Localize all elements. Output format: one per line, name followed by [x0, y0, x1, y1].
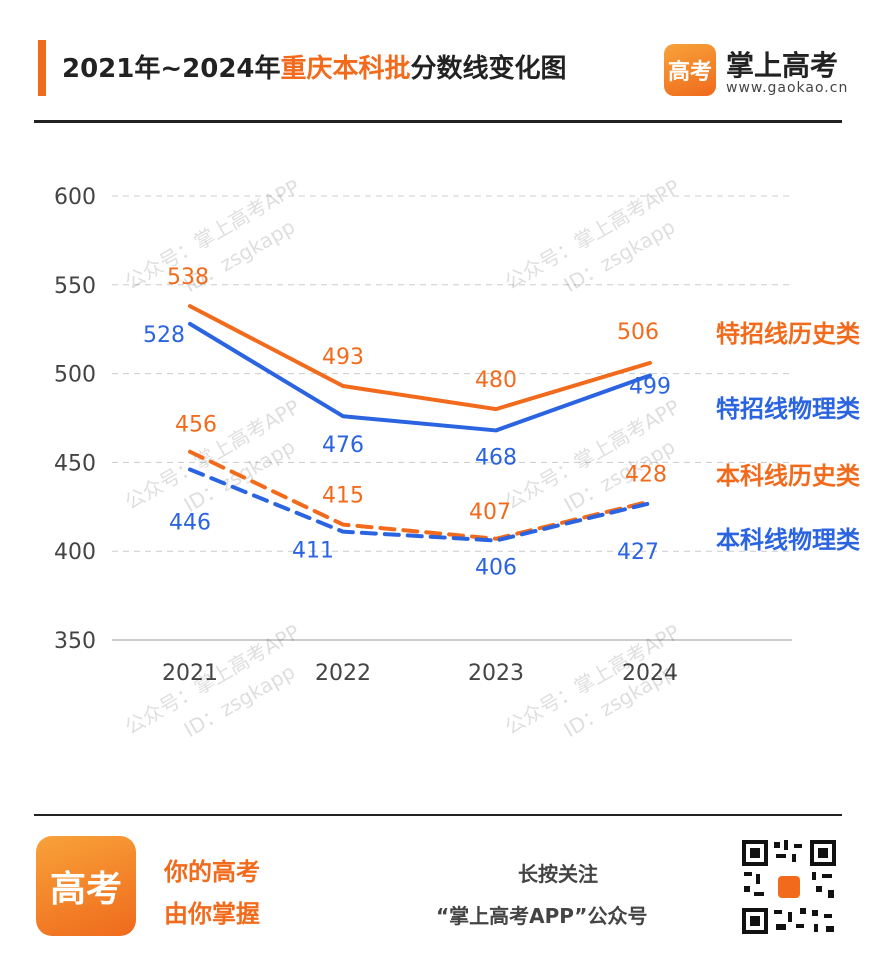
x-tick-label: 2022 — [315, 661, 371, 686]
legend-label: 特招线物理类 — [716, 395, 861, 423]
series-line-3 — [188, 467, 652, 543]
data-label: 415 — [322, 484, 364, 509]
y-tick-label: 550 — [54, 274, 96, 299]
data-label: 528 — [143, 323, 185, 348]
data-label: 493 — [322, 345, 364, 370]
data-label: 446 — [169, 511, 211, 536]
data-label: 480 — [475, 368, 517, 393]
title-prefix: 2021年~2024年 — [62, 54, 281, 84]
y-tick-label: 500 — [54, 363, 96, 388]
line-chart: 350 400 450 500 550 600 2021 2022 2023 2024 公众号：掌… — [54, 175, 861, 742]
footer-divider — [34, 814, 842, 816]
series-layer — [188, 304, 652, 543]
page-title: 2021年~2024年重庆本科批分数线变化图 — [62, 48, 567, 85]
y-tick-label: 600 — [54, 185, 96, 210]
data-label: 506 — [617, 320, 659, 345]
legend-label: 本科线物理类 — [716, 526, 861, 554]
data-label: 428 — [625, 462, 667, 487]
title-accent-bar — [38, 40, 46, 96]
x-tick-label: 2024 — [622, 661, 678, 686]
y-tick-label: 450 — [54, 451, 96, 476]
gaokao-logo-icon: 高考 — [664, 44, 716, 96]
gaokao-app-logo-icon[interactable]: 高考 — [36, 836, 136, 936]
y-tick-label: 400 — [54, 540, 96, 565]
legend-label: 本科线历史类 — [716, 462, 861, 490]
x-tick-label: 2023 — [468, 661, 524, 686]
slogan-line-2: 由你掌握 — [164, 900, 260, 928]
qr-code-icon[interactable] — [740, 838, 838, 936]
header-divider — [34, 120, 842, 123]
data-label: 427 — [617, 540, 659, 565]
data-label: 476 — [322, 433, 364, 458]
data-label: 456 — [175, 413, 217, 438]
follow-account: “掌上高考APP”公众号 — [436, 904, 648, 928]
y-tick-label: 350 — [54, 629, 96, 654]
slogan-line-1: 你的高考 — [164, 858, 260, 886]
data-label: 499 — [629, 374, 671, 399]
legend-label: 特招线历史类 — [716, 320, 861, 348]
series-line-1 — [188, 321, 652, 433]
x-tick-label: 2021 — [162, 661, 218, 686]
grid-layer: 350 400 450 500 550 600 2021 2022 2023 2024 — [54, 185, 792, 686]
labels-layer: 538 493 480 506 528 476 468 499 456 415 407 428 446 4… — [143, 265, 861, 580]
data-label: 406 — [475, 556, 517, 581]
data-label: 468 — [475, 445, 517, 470]
series-line-0 — [188, 304, 652, 412]
data-label: 411 — [292, 539, 334, 564]
brand-name: 掌上高考 — [726, 49, 839, 82]
brand-url: www.gaokao.cn — [726, 80, 849, 96]
title-suffix: 分数线变化图 — [410, 54, 567, 84]
data-label: 407 — [469, 500, 511, 525]
title-highlight: 重庆本科批 — [280, 54, 411, 84]
follow-prompt: 长按关注 — [518, 862, 598, 886]
brand-header[interactable]: 高考 掌上高考 www.gaokao.cn — [664, 44, 854, 100]
data-label: 538 — [167, 265, 209, 290]
